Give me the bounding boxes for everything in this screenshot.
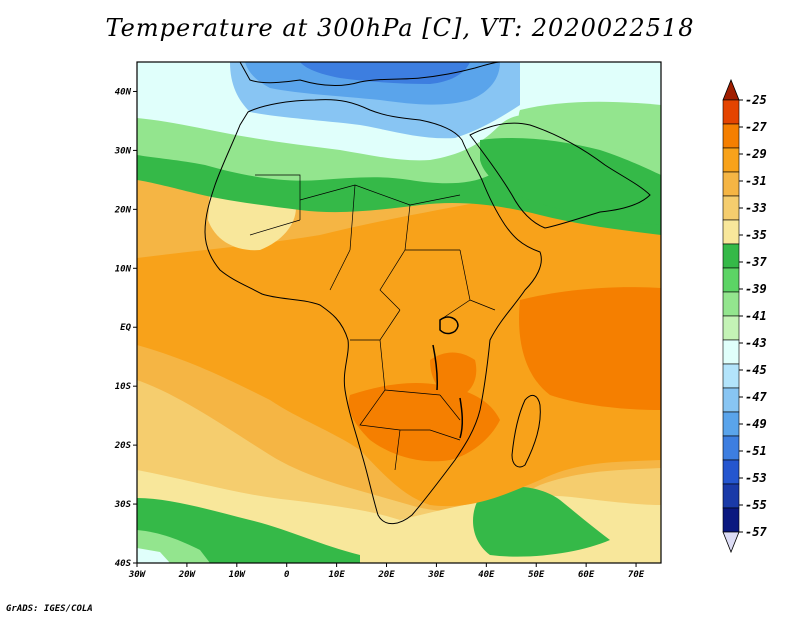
field-ne-green — [480, 138, 661, 225]
field-ne-lgreen — [518, 101, 661, 150]
colorbar-label: -49 — [745, 417, 767, 431]
colorbar-swatch — [722, 291, 740, 317]
lake-victoria — [439, 316, 459, 335]
colorbar-label: -43 — [745, 336, 767, 350]
lat-label: 30S — [114, 500, 132, 510]
colorbar-label: -27 — [745, 120, 767, 134]
field-east-hot-2 — [430, 352, 477, 398]
field-north-dblue — [300, 62, 470, 84]
colorbar-swatch — [722, 339, 740, 365]
colorbar-swatch — [722, 123, 740, 149]
madagascar-outline — [511, 394, 541, 468]
lat-label: 40N — [115, 87, 132, 97]
lon-label: 20E — [377, 570, 395, 580]
colorbar-swatch — [722, 99, 740, 125]
colorbar-swatch — [722, 147, 740, 173]
arabia-outline — [469, 122, 651, 229]
field-south-green-east — [473, 486, 610, 557]
colorbar-label: -35 — [745, 228, 767, 242]
colorbar-label: -51 — [745, 444, 767, 458]
colorbar-swatch — [722, 315, 740, 341]
colorbar-swatch — [722, 387, 740, 413]
colorbar-swatch — [722, 243, 740, 269]
colorbar-swatch — [722, 411, 740, 437]
lat-label: 20S — [114, 441, 132, 451]
map-title: Temperature at 300hPa [C], VT: 202002251… — [105, 14, 695, 42]
colorbar-swatch — [722, 267, 740, 293]
colorbar-bottom-arrow — [722, 531, 740, 554]
lon-label: 0 — [284, 570, 290, 580]
colorbar-label: -55 — [745, 498, 767, 512]
lon-label: 50E — [528, 570, 545, 580]
lake-malawi — [459, 397, 464, 439]
grads-credit: GrADS: IGES/COLA — [6, 604, 93, 614]
lat-label: 20N — [114, 205, 132, 215]
colorbar-swatch — [722, 435, 740, 461]
lon-label: 30W — [128, 570, 147, 580]
colorbar-label: -37 — [745, 255, 767, 269]
colorbar-label: -47 — [745, 390, 767, 404]
colorbar-label: -39 — [745, 282, 767, 296]
temperature-field — [137, 62, 661, 563]
colorbar-label: -53 — [745, 471, 767, 485]
lat-label: 10S — [115, 382, 132, 392]
lon-label: 30E — [427, 570, 445, 580]
colorbar-swatch — [722, 171, 740, 197]
lake-tanganyika — [432, 344, 438, 391]
border-lines — [249, 174, 496, 471]
lon-label: 60E — [578, 570, 595, 580]
lat-label: 30N — [114, 146, 132, 156]
field-central-warm — [137, 197, 661, 507]
lon-label: 20W — [178, 570, 197, 580]
lat-label: 10N — [115, 264, 132, 274]
colorbar-top-arrow — [722, 78, 740, 101]
lat-label: EQ — [120, 323, 131, 333]
colorbar-swatch — [722, 459, 740, 485]
colorbar-label: -25 — [745, 93, 767, 107]
europe-outline — [239, 62, 501, 87]
colorbar: -25 -27 -29 -31 -33 -35 -37 -39 -41 -43 -45 -47 -49 -… — [722, 78, 767, 554]
colorbar-label: -33 — [745, 201, 767, 215]
colorbar-label: -45 — [745, 363, 767, 377]
colorbar-label: -57 — [745, 525, 767, 539]
colorbar-swatch — [722, 483, 740, 509]
colorbar-label: -29 — [745, 147, 767, 161]
lon-label: 10W — [229, 570, 247, 580]
longitude-axis: 30W 20W 10W 0 10E 20E 30E 40E 50E 60E 70E — [128, 563, 645, 580]
latitude-axis: 40N 30N 20N 10N EQ 10S 20S 30S 40S — [114, 87, 137, 569]
lat-label: 40S — [115, 559, 132, 569]
colorbar-swatch — [722, 195, 740, 221]
colorbar-swatch — [722, 219, 740, 245]
coastlines — [204, 62, 651, 525]
colorbar-swatch — [722, 363, 740, 389]
great-lakes — [432, 316, 464, 439]
lon-label: 10E — [328, 570, 345, 580]
africa-outline — [204, 99, 542, 525]
colorbar-label: -31 — [745, 174, 767, 188]
colorbar-label: -41 — [745, 309, 767, 323]
field-south-hot — [348, 383, 500, 462]
map-frame — [136, 61, 662, 564]
field-east-hot — [519, 287, 661, 410]
field-south-cyan — [137, 548, 170, 563]
colorbar-swatch — [722, 507, 740, 533]
lon-label: 70E — [628, 570, 645, 580]
lon-label: 40E — [478, 570, 495, 580]
